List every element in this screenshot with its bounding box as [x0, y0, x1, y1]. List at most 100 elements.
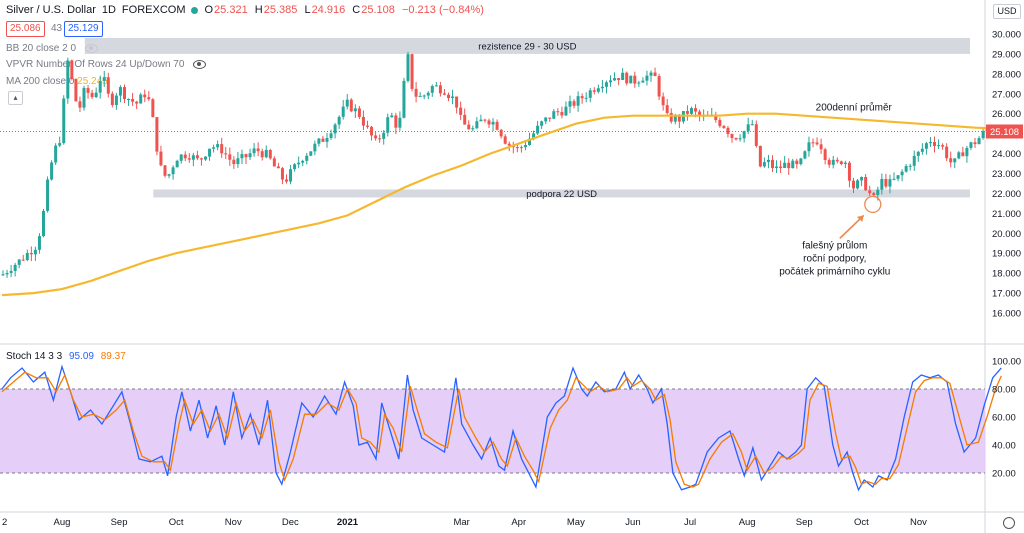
candle-body	[268, 150, 272, 159]
candle-body	[783, 162, 787, 168]
candle-body	[220, 144, 224, 154]
candle-body	[807, 142, 811, 152]
hidden-eye-icon[interactable]	[193, 59, 207, 69]
candle-body	[276, 166, 280, 169]
candle-body	[118, 87, 122, 96]
last-price-label: 25.108	[990, 127, 1019, 138]
price-axis-tick: 29.000	[992, 49, 1021, 60]
candle-body	[548, 117, 552, 119]
candle-body	[252, 148, 256, 154]
candle-body	[86, 88, 90, 93]
candle-body	[722, 126, 726, 128]
candle-body	[811, 142, 815, 144]
candle-body	[479, 119, 483, 122]
candle-body	[410, 54, 414, 89]
stoch-legend[interactable]: Stoch 14 3 3 95.09 89.37	[6, 351, 126, 362]
candle-body	[617, 78, 621, 81]
candle-body	[212, 147, 216, 149]
candle-body	[900, 171, 904, 176]
candle-body	[742, 131, 746, 139]
indicator-ma[interactable]: MA 200 close 0 25.245	[6, 76, 108, 87]
candle-body	[33, 249, 37, 255]
candle-body	[378, 138, 382, 140]
candle-body	[183, 154, 187, 159]
candle-body	[649, 72, 653, 76]
candle-body	[147, 97, 151, 100]
candle-body	[1, 274, 5, 276]
gear-icon[interactable]	[1003, 517, 1015, 529]
candle-body	[333, 124, 337, 134]
candle-body	[572, 101, 576, 106]
candle-body	[734, 137, 738, 140]
candle-body	[187, 158, 191, 160]
candle-body	[422, 95, 426, 97]
candle-body	[609, 80, 612, 83]
annotation-text: počátek primárního cyklu	[779, 266, 890, 277]
candle-body	[467, 124, 471, 130]
candle-body	[434, 85, 438, 87]
candle-body	[127, 99, 131, 101]
bid-price-button[interactable]: 25.086	[6, 21, 45, 37]
price-axis-tick: 26.000	[992, 109, 1021, 120]
price-axis-tick: 24.000	[992, 149, 1021, 160]
candle-body	[633, 75, 637, 84]
candle-body	[406, 54, 410, 81]
candle-body	[673, 116, 677, 122]
candle-body	[272, 158, 276, 167]
time-axis-tick: Mar	[453, 517, 469, 528]
candle-body	[191, 155, 195, 160]
exchange-label: FOREXCOM	[121, 4, 186, 16]
candle-body	[864, 177, 868, 191]
candle-body	[803, 151, 807, 159]
candle-body	[204, 156, 207, 160]
candle-body	[21, 259, 25, 261]
interval-label[interactable]: 1D	[101, 4, 116, 16]
candle-body	[46, 179, 50, 211]
candle-body	[665, 105, 669, 113]
candle-body	[779, 166, 783, 168]
candle-body	[969, 142, 973, 148]
candle-body	[657, 76, 661, 97]
candle-body	[532, 133, 536, 139]
candle-body	[199, 158, 203, 160]
candle-body	[430, 85, 434, 93]
candle-body	[451, 96, 455, 99]
candle-body	[519, 147, 523, 149]
candle-body	[560, 112, 564, 116]
candle-body	[159, 151, 163, 166]
candle-body	[847, 162, 851, 181]
candle-body	[928, 141, 932, 144]
candle-body	[694, 108, 698, 112]
candle-body	[305, 155, 309, 161]
candle-body	[690, 108, 693, 114]
candle-body	[771, 159, 774, 168]
candle-body	[5, 272, 9, 275]
candle-body	[613, 78, 617, 81]
currency-selector[interactable]: USD	[993, 4, 1021, 19]
candle-body	[447, 94, 450, 99]
candle-body	[114, 95, 118, 106]
indicator-vpvr[interactable]: VPVR Number Of Rows 24 Up/Down 70	[6, 59, 207, 70]
candle-body	[167, 174, 171, 176]
candle-body	[106, 77, 110, 94]
candle-body	[386, 117, 390, 133]
candle-body	[163, 165, 167, 176]
candle-body	[37, 236, 41, 250]
candle-body	[195, 155, 199, 159]
candle-body	[248, 153, 252, 158]
price-axis-tick: 27.000	[992, 89, 1021, 100]
symbol-title[interactable]: Silver / U.S. Dollar	[6, 4, 96, 16]
candle-body	[661, 96, 665, 106]
candle-body	[556, 111, 560, 113]
collapse-legend-button[interactable]: ▴	[8, 91, 23, 105]
candle-body	[353, 108, 357, 112]
candle-body	[746, 124, 750, 132]
candle-body	[143, 94, 147, 98]
ask-price-button[interactable]: 25.129	[64, 21, 103, 37]
candle-body	[677, 116, 681, 122]
candle-body	[90, 92, 94, 98]
candle-body	[123, 87, 126, 100]
candle-body	[552, 111, 556, 119]
candle-body	[629, 75, 633, 84]
